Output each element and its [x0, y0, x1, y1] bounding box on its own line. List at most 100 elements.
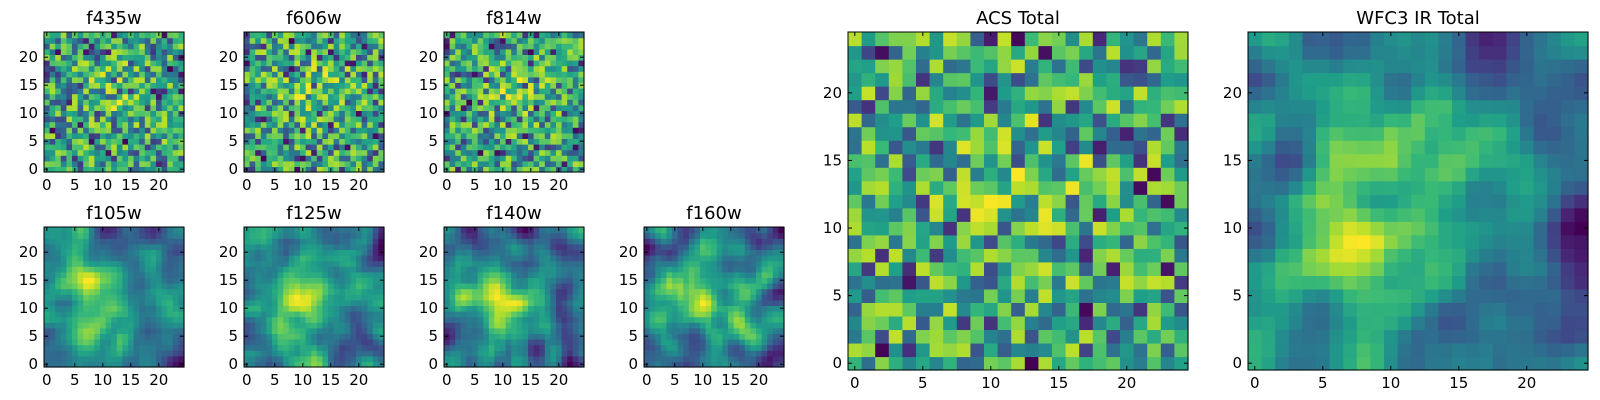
- heatmap-cell: [1065, 315, 1080, 331]
- heatmap-cell: [556, 316, 563, 323]
- heatmap-cell: [516, 333, 523, 340]
- heatmap-cell: [316, 88, 323, 95]
- heatmap-cell: [361, 160, 368, 167]
- heatmap-cell: [556, 277, 563, 284]
- heatmap-cell: [488, 260, 495, 267]
- heatmap-cell: [277, 305, 284, 312]
- heatmap-cell: [700, 255, 707, 262]
- heatmap-cell: [694, 333, 701, 340]
- heatmap-cell: [477, 166, 484, 173]
- heatmap-cell: [60, 260, 67, 267]
- heatmap-cell: [300, 266, 307, 273]
- heatmap-cell: [505, 350, 512, 357]
- heatmap-cell: [578, 350, 585, 357]
- heatmap-cell: [116, 149, 123, 156]
- heatmap-cell: [750, 288, 757, 295]
- heatmap-cell: [997, 221, 1012, 236]
- heatmap-cell: [483, 288, 490, 295]
- heatmap-cell: [578, 32, 585, 39]
- heatmap-cell: [528, 238, 535, 245]
- heatmap-cell: [333, 238, 340, 245]
- heatmap-cell: [672, 355, 679, 362]
- heatmap-cell: [249, 355, 256, 362]
- heatmap-cell: [122, 249, 129, 256]
- heatmap-cell: [688, 327, 695, 334]
- heatmap-cell: [477, 82, 484, 89]
- heatmap-cell: [333, 54, 340, 61]
- heatmap-cell: [572, 327, 579, 334]
- heatmap-cell: [572, 138, 579, 145]
- heatmap-cell: [316, 76, 323, 83]
- heatmap-cell: [167, 76, 174, 83]
- heatmap-cell: [100, 127, 107, 134]
- heatmap-cell: [756, 305, 763, 312]
- heatmap-cell: [505, 127, 512, 134]
- heatmap-cell: [505, 149, 512, 156]
- heatmap-cell: [277, 277, 284, 284]
- heatmap-cell: [150, 294, 157, 301]
- heatmap-cell: [55, 243, 62, 250]
- heatmap-cell: [260, 116, 267, 123]
- heatmap-cell: [116, 333, 123, 340]
- heatmap-cell: [511, 88, 518, 95]
- heatmap-cell: [88, 305, 95, 312]
- heatmap-cell: [316, 243, 323, 250]
- heatmap-cell: [333, 60, 340, 67]
- heatmap-cell: [328, 288, 335, 295]
- heatmap-cell: [756, 266, 763, 273]
- heatmap-cell: [305, 361, 312, 368]
- heatmap-cell: [378, 316, 385, 323]
- heatmap-cell: [1052, 261, 1067, 276]
- heatmap-cell: [94, 48, 101, 55]
- heatmap-cell: [277, 149, 284, 156]
- heatmap-cell: [116, 138, 123, 145]
- heatmap-cell: [477, 305, 484, 312]
- heatmap-cell: [300, 327, 307, 334]
- heatmap-cell: [178, 76, 185, 83]
- heatmap-cell: [350, 138, 357, 145]
- heatmap-cell: [505, 333, 512, 340]
- heatmap-cell: [660, 327, 667, 334]
- heatmap-cell: [561, 227, 568, 234]
- heatmap-cell: [544, 160, 551, 167]
- heatmap-cell: [494, 243, 501, 250]
- heatmap-cell: [128, 238, 135, 245]
- heatmap-cell: [333, 311, 340, 318]
- heatmap-cell: [644, 260, 651, 267]
- heatmap-cell: [105, 260, 112, 267]
- heatmap-cell: [288, 339, 295, 346]
- heatmap-cell: [55, 283, 62, 290]
- heatmap-cell: [705, 316, 712, 323]
- heatmap-cell: [178, 288, 185, 295]
- heatmap-cell: [378, 288, 385, 295]
- heatmap-cell: [105, 121, 112, 128]
- heatmap-cell: [322, 283, 329, 290]
- heatmap-cell: [739, 350, 746, 357]
- heatmap-cell: [711, 277, 718, 284]
- heatmap-cell: [272, 110, 279, 117]
- heatmap-cell: [133, 361, 140, 368]
- heatmap-cell: [533, 238, 540, 245]
- heatmap-cell: [539, 43, 546, 50]
- heatmap-cell: [350, 149, 357, 156]
- heatmap-cell: [339, 311, 346, 318]
- heatmap-cell: [1174, 356, 1189, 371]
- heatmap-cell: [688, 260, 695, 267]
- heatmap-cell: [361, 333, 368, 340]
- heatmap-cell: [333, 277, 340, 284]
- heatmap-cell: [494, 249, 501, 256]
- heatmap-cell: [728, 305, 735, 312]
- heatmap-cell: [494, 65, 501, 72]
- heatmap-cell: [83, 322, 90, 329]
- heatmap-cell: [88, 238, 95, 245]
- heatmap-cell: [172, 350, 179, 357]
- heatmap-cell: [460, 361, 467, 368]
- heatmap-cell: [283, 160, 290, 167]
- heatmap-cell: [1011, 302, 1026, 317]
- heatmap-cell: [255, 110, 262, 117]
- heatmap-cell: [539, 266, 546, 273]
- heatmap-cell: [88, 132, 95, 139]
- heatmap-cell: [361, 37, 368, 44]
- heatmap-cell: [272, 43, 279, 50]
- heatmap-cell: [449, 299, 456, 306]
